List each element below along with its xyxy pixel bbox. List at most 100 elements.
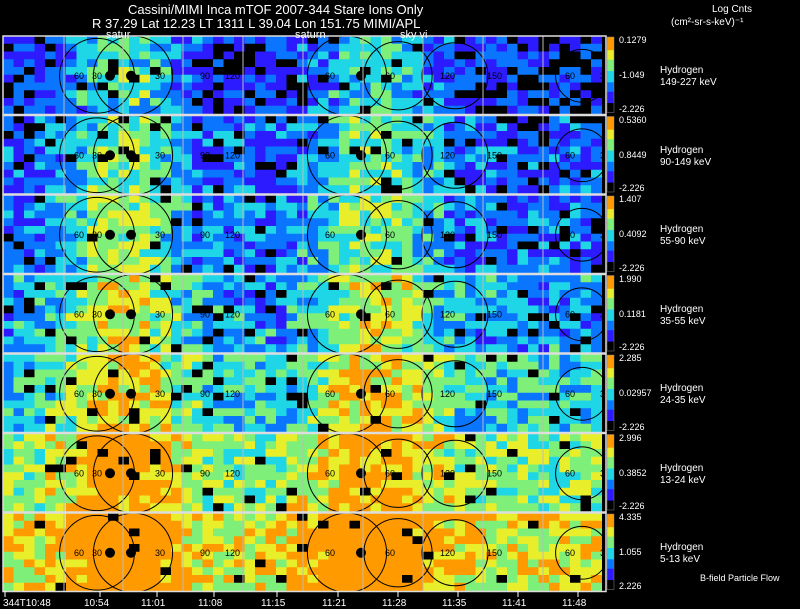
- heatmap-cell: [370, 503, 382, 512]
- heatmap-cell: [591, 487, 602, 496]
- heatmap-cell: [370, 51, 382, 60]
- heatmap-cell: [192, 162, 203, 171]
- heatmap-cell: [549, 98, 560, 107]
- heatmap-cell: [76, 43, 88, 52]
- heatmap-cell: [255, 177, 266, 186]
- heatmap-cell: [549, 59, 560, 68]
- heatmap-cell: [139, 146, 151, 155]
- colorbar-segment: [607, 265, 614, 269]
- heatmap-cell: [339, 282, 350, 291]
- heatmap-cell: [318, 495, 329, 504]
- heatmap-cell: [433, 567, 445, 576]
- heatmap-cell: [517, 257, 529, 266]
- heatmap-cell: [349, 282, 361, 291]
- heatmap-cell: [486, 241, 497, 250]
- heatmap-cell: [202, 441, 214, 450]
- heatmap-cell: [454, 105, 466, 114]
- heatmap-cell: [517, 354, 529, 363]
- heatmap-cell: [507, 90, 518, 99]
- heatmap-cell: [76, 131, 88, 140]
- heatmap-cell: [370, 154, 382, 163]
- heatmap-cell: [87, 361, 98, 370]
- heatmap-cell: [234, 480, 245, 489]
- heatmap-cell: [118, 226, 130, 235]
- heatmap-cell: [465, 185, 476, 194]
- heatmap-cell: [150, 369, 161, 378]
- colorbar-segment: [607, 44, 614, 48]
- heatmap-cell: [465, 464, 476, 473]
- heatmap-cell: [486, 105, 497, 114]
- heatmap-cell: [318, 480, 329, 489]
- heatmap-cell: [129, 416, 140, 425]
- heatmap-cell: [360, 90, 371, 99]
- heatmap-cell: [139, 154, 151, 163]
- heatmap-cell: [202, 408, 214, 417]
- heatmap-cell: [391, 369, 403, 378]
- heatmap-cell: [517, 487, 529, 496]
- row-species-label: Hydrogen: [660, 462, 704, 474]
- heatmap-cell: [381, 559, 392, 568]
- contour-label: 150: [487, 230, 502, 240]
- heatmap-cell: [444, 74, 455, 83]
- heatmap-cell: [528, 131, 539, 140]
- heatmap-cell: [370, 392, 382, 401]
- colorbar-segment: [607, 358, 614, 362]
- heatmap-cell: [45, 575, 56, 584]
- heatmap-cell: [118, 361, 130, 370]
- heatmap-cell: [160, 305, 172, 314]
- heatmap-cell: [286, 449, 298, 458]
- colorbar-segment: [607, 122, 614, 125]
- heatmap-cell: [255, 472, 266, 481]
- heatmap-cell: [486, 441, 497, 450]
- heatmap-cell: [475, 226, 487, 235]
- heatmap-cell: [328, 416, 340, 425]
- heatmap-cell: [580, 154, 592, 163]
- heatmap-cell: [475, 464, 487, 473]
- heatmap-cell: [475, 218, 487, 227]
- heatmap-cell: [318, 177, 329, 186]
- heatmap-cell: [129, 59, 140, 68]
- heatmap-cell: [171, 354, 182, 363]
- heatmap-cell: [391, 408, 403, 417]
- heatmap-cell: [139, 241, 151, 250]
- heatmap-cell: [181, 36, 193, 45]
- heatmap-cell: [255, 551, 266, 560]
- heatmap-cell: [55, 544, 67, 553]
- heatmap-cell: [265, 582, 277, 591]
- heatmap-cell: [97, 226, 109, 235]
- heatmap-cell: [192, 123, 203, 132]
- heatmap-cell: [87, 98, 98, 107]
- heatmap-cell: [171, 536, 182, 545]
- heatmap-cell: [34, 423, 46, 432]
- heatmap-cell: [402, 82, 413, 91]
- heatmap-cell: [486, 408, 497, 417]
- heatmap-cell: [559, 59, 571, 68]
- heatmap-cell: [381, 328, 392, 337]
- heatmap-cell: [223, 551, 235, 560]
- heatmap-cell: [45, 464, 56, 473]
- heatmap-cell: [370, 377, 382, 386]
- heatmap-cell: [549, 51, 560, 60]
- heatmap-cell: [328, 408, 340, 417]
- heatmap-cell: [223, 520, 235, 529]
- heatmap-cell: [444, 90, 455, 99]
- heatmap-cell: [559, 195, 571, 204]
- heatmap-cell: [570, 169, 581, 178]
- heatmap-cell: [139, 195, 151, 204]
- heatmap-cell: [160, 513, 172, 522]
- heatmap-cell: [234, 354, 245, 363]
- heatmap-cell: [87, 520, 98, 529]
- heatmap-cell: [244, 169, 256, 178]
- heatmap-cell: [223, 210, 235, 219]
- heatmap-cell: [76, 369, 88, 378]
- heatmap-cell: [286, 487, 298, 496]
- heatmap-cell: [570, 480, 581, 489]
- heatmap-cell: [307, 218, 319, 227]
- heatmap-cell: [87, 241, 98, 250]
- heatmap-cell: [66, 456, 77, 465]
- heatmap-cell: [318, 282, 329, 291]
- contour-label: 120: [440, 468, 455, 478]
- heatmap-cell: [328, 241, 340, 250]
- heatmap-cell: [360, 146, 371, 155]
- colorbar-segment: [607, 394, 614, 398]
